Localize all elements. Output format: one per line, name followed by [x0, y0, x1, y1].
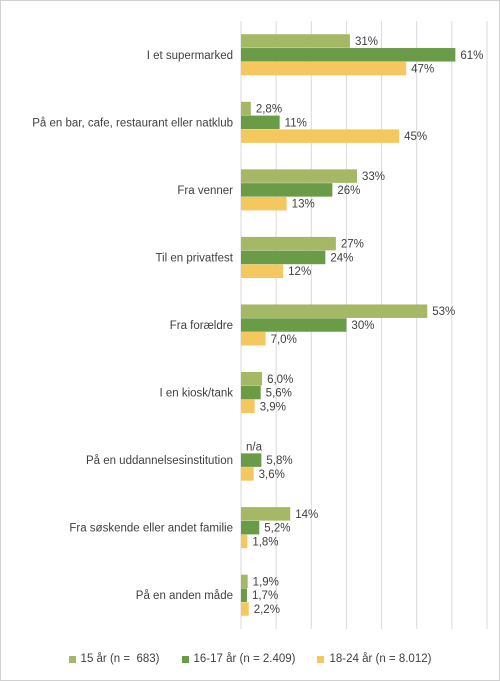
bar: [241, 196, 287, 211]
bar: [241, 169, 357, 183]
legend-item: 16-17 år (n = 2.409): [181, 653, 296, 665]
data-label: 53%: [432, 306, 455, 318]
bar: [241, 34, 350, 48]
data-label: 5,2%: [264, 523, 290, 535]
data-label: 3,9%: [260, 401, 286, 413]
bar: [241, 61, 407, 76]
legend-label: 16-17 år (n = 2.409): [193, 653, 296, 665]
bar: [241, 318, 347, 332]
bar: [241, 602, 249, 616]
legend-label: 15 år (n = 683): [80, 653, 160, 665]
data-label: 45%: [404, 131, 427, 143]
bar: [241, 48, 456, 62]
data-label: 30%: [351, 320, 374, 332]
category-label: Fra forældre: [170, 320, 233, 332]
bar: [241, 399, 255, 414]
bar: [241, 264, 284, 278]
data-label: 1,9%: [253, 576, 279, 588]
legend-item: 18-24 år (n = 8.012): [317, 653, 431, 665]
bar: [241, 250, 326, 265]
data-label: 26%: [337, 185, 360, 197]
category-label: Til en privatfest: [155, 252, 233, 264]
bar: [241, 520, 260, 535]
data-label: 6,0%: [267, 374, 293, 386]
bar-chart-plot: I et supermarked 31% 61% 47% På en bar, cafe…: [32, 21, 488, 629]
data-label: 61%: [460, 50, 483, 62]
chart-legend: 15 år (n = 683) 16-17 år (n = 2.409) 18-24…: [1, 653, 499, 665]
data-label: 1,8%: [252, 536, 278, 548]
bar: [241, 115, 280, 130]
bar: [241, 534, 248, 549]
legend-swatch: [68, 655, 76, 663]
bar: [241, 453, 262, 467]
bar: [241, 236, 336, 251]
data-label: 3,6%: [259, 469, 285, 481]
category-label: På en uddannelsesinstitution: [86, 455, 233, 467]
data-label: 2,8%: [256, 104, 282, 116]
category-label: I en kiosk/tank: [159, 388, 233, 400]
bar: [241, 588, 247, 602]
bar: [241, 183, 333, 197]
category-label: Fra søskende eller andet familie: [69, 523, 233, 535]
data-label: 5,8%: [266, 455, 292, 467]
legend-item: 15 år (n = 683): [68, 653, 160, 665]
data-label: 31%: [355, 36, 378, 48]
data-label: 7,0%: [271, 334, 297, 346]
bar: [241, 385, 261, 400]
bar: [241, 372, 263, 386]
bar: [241, 574, 248, 589]
data-label: 11%: [285, 117, 307, 129]
data-label: 14%: [295, 509, 318, 521]
data-label: 24%: [330, 252, 353, 264]
data-label: 5,6%: [266, 388, 292, 400]
data-label: 1,7%: [252, 590, 278, 602]
legend-swatch: [317, 655, 325, 663]
data-label: 2,2%: [254, 604, 280, 616]
legend-label: 18-24 år (n = 8.012): [329, 653, 432, 665]
data-label: 27%: [341, 239, 364, 251]
category-label: På en anden måde: [136, 590, 233, 602]
bar: [241, 101, 251, 116]
bar: [241, 304, 428, 318]
category-label: I et supermarked: [147, 50, 233, 62]
category-label: Fra venner: [177, 185, 233, 197]
data-label: 12%: [288, 266, 311, 278]
data-label: 33%: [362, 171, 385, 183]
data-label: n/a: [246, 441, 263, 453]
legend-swatch: [181, 655, 189, 663]
bar: [241, 129, 400, 143]
bar: [241, 467, 254, 481]
category-label: På en bar, cafe, restaurant eller natklu…: [32, 117, 233, 129]
bar: [241, 507, 291, 521]
bar: [241, 332, 266, 346]
data-label: 47%: [411, 64, 434, 76]
data-label: 13%: [292, 199, 315, 211]
